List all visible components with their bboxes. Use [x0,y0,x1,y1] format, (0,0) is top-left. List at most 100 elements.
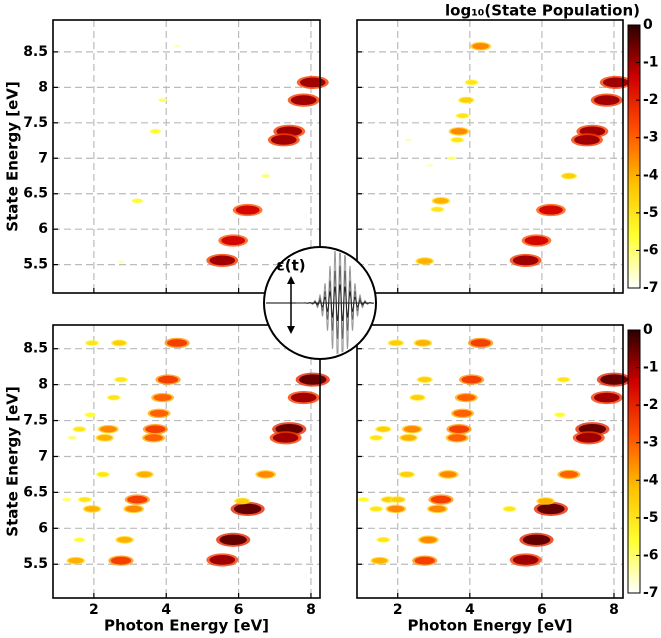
blob [118,260,124,263]
colorbar-tick-label: -7 [643,280,659,296]
colorbar-tick-label: -7 [643,585,659,601]
blob [538,498,553,504]
colorbar-tick-label: -1 [643,360,659,376]
y-tick-label: 8 [38,377,48,393]
y-axis-label: State Energy [eV] [4,386,22,536]
colorbar [627,24,641,289]
blob [299,374,327,385]
blob [85,413,95,417]
blob [559,470,579,478]
blob [600,374,628,385]
blob [453,409,472,417]
colorbar-tick-label: -4 [643,472,659,488]
inset-label: ε(t) [276,257,305,275]
blob [68,436,76,440]
y-tick-label: 7.5 [23,115,48,131]
colorbar-tick-label: -6 [643,547,659,563]
blob [522,534,551,546]
blob [149,409,169,417]
blob [209,555,236,565]
colorbar-tick-label: -5 [643,205,659,221]
blob [125,505,142,513]
blob [555,413,565,417]
blob [132,199,142,203]
blob [127,495,148,504]
blob [470,339,491,347]
y-tick-label: 7 [38,150,48,166]
blob [145,425,166,434]
blob [376,426,390,432]
blob [144,434,163,442]
inset-wave [296,284,374,322]
blob [97,434,113,441]
blob [74,538,85,542]
blob [593,392,620,403]
blob [414,556,435,565]
plot-area [53,325,320,598]
x-axis-label: Photon Energy [eV] [104,617,269,635]
blob [562,173,576,179]
blob [417,258,433,264]
blob [427,164,434,167]
blob [174,45,180,48]
colorbar-tick-label: -3 [643,130,659,146]
blob [108,395,120,400]
blob [403,426,421,433]
colorbar-tick-label: -6 [643,242,659,258]
blob [209,255,236,266]
y-tick-label: 5.5 [23,257,48,273]
x-axis-label: Photon Energy [eV] [407,617,572,635]
x-tick-label: 8 [609,602,619,618]
blob [430,495,452,504]
frame [356,19,624,294]
blob [420,536,437,543]
blob [448,434,467,442]
y-tick-label: 6.5 [23,186,48,202]
x-tick-label: 8 [306,602,316,618]
blob [62,498,71,502]
blob [537,503,565,515]
blob [370,506,382,512]
blob [219,534,247,546]
blob [100,426,117,433]
blob [512,555,539,565]
blob [450,128,468,135]
y-tick-label: 8 [38,79,48,95]
blob [433,198,449,204]
inset-pulse [266,249,374,357]
blob [261,174,270,178]
y-tick-label: 6 [38,520,48,536]
blob [459,97,473,103]
blob [271,134,297,145]
colorbar-tick-label: -2 [643,92,659,108]
y-tick-label: 5.5 [23,556,48,572]
frame [52,19,321,294]
y-tick-label: 8.5 [23,341,48,357]
blob [158,98,167,102]
plot-area [357,325,623,598]
blob [431,207,443,212]
blob [233,503,262,515]
frame [356,324,624,599]
blob [150,129,161,134]
blob [235,205,260,215]
blob [221,236,246,246]
blob [557,377,570,382]
y-tick-label: 8.5 [23,44,48,60]
blob [358,497,369,502]
frame [52,324,321,599]
blob [575,432,602,443]
x-tick-label: 6 [234,602,244,618]
blob [472,43,489,50]
blob [448,425,470,434]
blob [84,506,100,512]
blob [157,375,179,384]
blob [97,472,109,477]
blob [272,432,299,443]
y-tick-label: 7 [38,448,48,464]
blob [389,340,403,346]
blob [73,427,86,432]
blob [137,471,152,478]
colorbar-tick-label: 0 [643,17,653,33]
